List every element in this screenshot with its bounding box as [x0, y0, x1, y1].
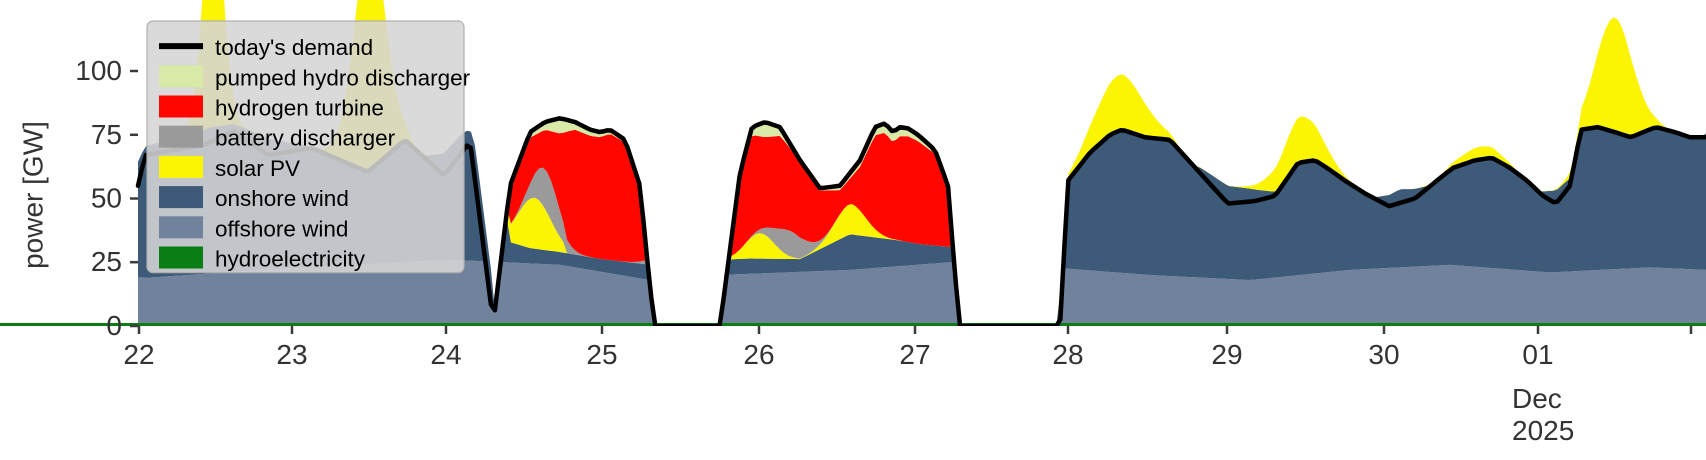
svg-text:25: 25 — [91, 246, 122, 277]
svg-text:pumped hydro discharger: pumped hydro discharger — [215, 65, 471, 90]
svg-text:75: 75 — [91, 119, 122, 150]
svg-text:26: 26 — [743, 339, 774, 370]
svg-text:25: 25 — [586, 339, 617, 370]
svg-text:0: 0 — [106, 310, 122, 341]
svg-text:23: 23 — [276, 339, 307, 370]
svg-text:50: 50 — [91, 183, 122, 214]
svg-text:22: 22 — [123, 339, 154, 370]
svg-text:today's demand: today's demand — [215, 35, 373, 60]
svg-text:offshore wind: offshore wind — [215, 216, 348, 241]
svg-text:30: 30 — [1368, 339, 1399, 370]
svg-text:24: 24 — [430, 339, 461, 370]
svg-text:hydroelectricity: hydroelectricity — [215, 247, 366, 272]
svg-text:27: 27 — [899, 339, 930, 370]
svg-text:hydrogen turbine: hydrogen turbine — [215, 96, 384, 121]
svg-text:100: 100 — [75, 55, 122, 86]
svg-text:onshore wind: onshore wind — [215, 186, 349, 211]
svg-text:28: 28 — [1052, 339, 1083, 370]
svg-text:battery discharger: battery discharger — [215, 126, 396, 151]
svg-text:2025: 2025 — [1512, 415, 1574, 446]
svg-text:power [GW]: power [GW] — [17, 121, 48, 269]
svg-text:solar PV: solar PV — [215, 156, 300, 181]
svg-text:01: 01 — [1522, 339, 1553, 370]
svg-text:29: 29 — [1211, 339, 1242, 370]
svg-text:Dec: Dec — [1512, 383, 1562, 414]
